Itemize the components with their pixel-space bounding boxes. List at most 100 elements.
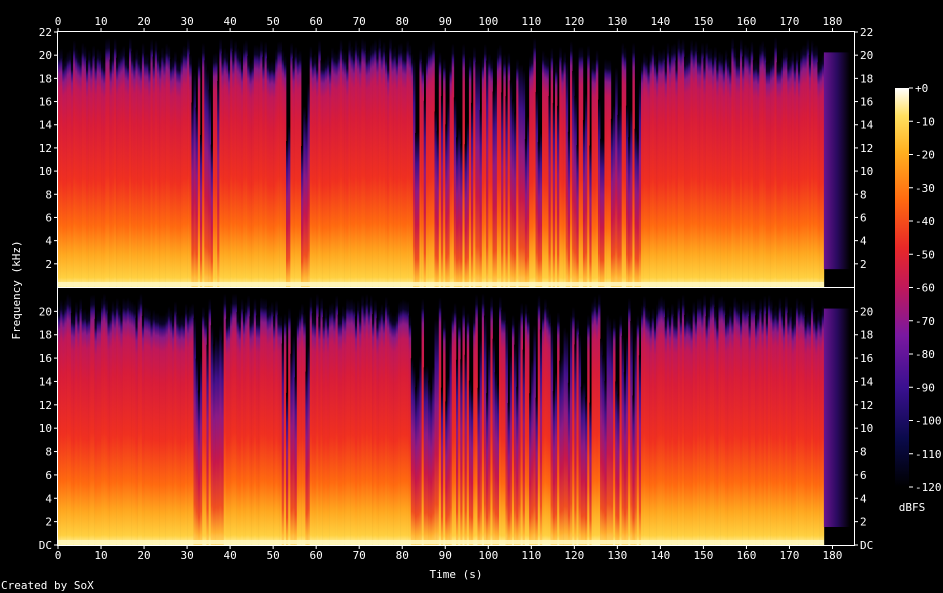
spectrogram-column <box>468 380 472 545</box>
spectrogram-column <box>316 293 319 545</box>
spectrogram-column <box>324 57 328 288</box>
spectrogram-column <box>615 67 618 287</box>
spectrogram-column <box>464 144 468 287</box>
spectrogram-column <box>557 105 560 288</box>
y-tick-label-right: 2 <box>860 258 867 271</box>
spectrogram-column <box>679 312 683 545</box>
spectrogram-column <box>520 302 523 545</box>
spectrogram-column <box>90 56 93 287</box>
spectrogram-column <box>802 44 805 287</box>
x-tick-label-top: 170 <box>780 15 800 28</box>
spectrogram-column <box>490 58 493 287</box>
spectrogram-column <box>606 59 610 287</box>
spectrogram-column <box>793 314 797 545</box>
spectrogram-column <box>247 55 250 287</box>
spectrogram-column <box>397 43 401 287</box>
spectrogram-column <box>260 40 263 287</box>
spectrogram-column <box>522 69 526 288</box>
spectrogram-column <box>638 355 642 545</box>
spectrogram-column <box>625 105 629 287</box>
spectrogram-column <box>699 52 702 288</box>
spectrogram-column <box>739 312 743 545</box>
spectrogram-column <box>75 301 78 545</box>
spectrogram-column <box>724 315 728 545</box>
spectrogram-column <box>146 307 149 545</box>
spectrogram-column <box>712 53 715 287</box>
spectrogram-column <box>404 299 407 545</box>
spectrogram-column <box>301 145 304 287</box>
spectrogram-column <box>70 60 74 287</box>
spectrogram-column <box>718 296 721 545</box>
spectrogram-column <box>567 382 571 545</box>
spectrogram-column <box>587 45 590 288</box>
spectrogram-column <box>311 313 315 545</box>
spectrogram-column <box>374 39 377 287</box>
x-tick-label-top: 160 <box>736 15 756 28</box>
spectrogram-column <box>563 327 567 545</box>
spectrogram-column <box>230 37 233 287</box>
spectrogram-column <box>819 315 823 545</box>
spectrogram-column <box>326 54 330 287</box>
colorbar-tick-label: -30 <box>915 182 935 195</box>
spectrogram-column <box>199 355 203 545</box>
spectrogram-column <box>737 302 741 545</box>
spectrogram-column <box>324 308 328 545</box>
y-tick-label-left: 10 <box>39 422 52 435</box>
spectrogram-column <box>451 43 455 287</box>
spectrogram-column <box>453 97 457 287</box>
spectrogram-column <box>789 56 792 287</box>
spectrogram-column <box>270 60 274 288</box>
x-tick-label-bottom: 140 <box>650 549 670 562</box>
spectrogram-column <box>746 46 749 287</box>
spectrogram-column <box>402 298 405 545</box>
spectrogram-column <box>608 60 612 288</box>
spectrogram-column <box>557 312 560 545</box>
spectrogram-column <box>187 310 190 545</box>
colorbar-tick-label: -90 <box>915 381 935 394</box>
spectrogram-column <box>337 48 341 287</box>
spectrogram-column <box>378 309 382 545</box>
spectrogram-column <box>204 60 207 287</box>
low-frequency-band <box>58 540 824 544</box>
spectrogram-column <box>529 56 532 288</box>
spectrogram-column <box>658 297 661 545</box>
spectrogram-column <box>161 47 164 287</box>
y-tick-label-left: 12 <box>39 142 52 155</box>
spectrogram-column <box>176 314 179 545</box>
spectrogram-column <box>253 298 257 545</box>
x-tick-label-top: 90 <box>439 15 452 28</box>
x-tick-label-top: 0 <box>55 15 62 28</box>
spectrogram-column <box>806 311 810 545</box>
spectrogram-column <box>671 303 674 545</box>
spectrogram-column <box>477 62 480 287</box>
spectrogram-column <box>264 41 267 287</box>
spectrogram-column <box>301 303 304 545</box>
spectrogram-column <box>234 40 237 288</box>
y-tick-label-left: 18 <box>39 72 52 85</box>
y-tick-label-left: 8 <box>45 446 52 459</box>
spectrogram-column <box>113 38 117 288</box>
spectrogram-column <box>314 315 317 545</box>
y-tick-label-left: 6 <box>45 211 52 224</box>
spectrogram-column <box>780 56 784 288</box>
spectrogram-column <box>656 303 659 545</box>
spectrogram-column <box>731 312 734 545</box>
spectrogram-column <box>172 316 175 545</box>
y-tick-label-left: 14 <box>39 375 53 388</box>
spectrogram-column <box>539 329 543 545</box>
spectrogram-column <box>716 60 719 287</box>
spectrogram-column <box>225 318 229 545</box>
spectrogram-column <box>150 315 153 545</box>
spectrogram-column <box>397 302 401 545</box>
spectrogram-column <box>103 293 106 545</box>
panel-frame <box>57 287 855 546</box>
spectrogram-column <box>542 309 545 545</box>
spectrogram-column <box>574 344 577 545</box>
spectrogram-column <box>305 371 308 545</box>
spectrogram-column <box>707 306 711 545</box>
spectrogram-column <box>464 354 468 545</box>
spectrogram-column <box>494 83 498 288</box>
spectrogram-column <box>90 295 93 545</box>
spectrogram-column <box>169 59 173 287</box>
spectrogram-column <box>574 95 577 287</box>
